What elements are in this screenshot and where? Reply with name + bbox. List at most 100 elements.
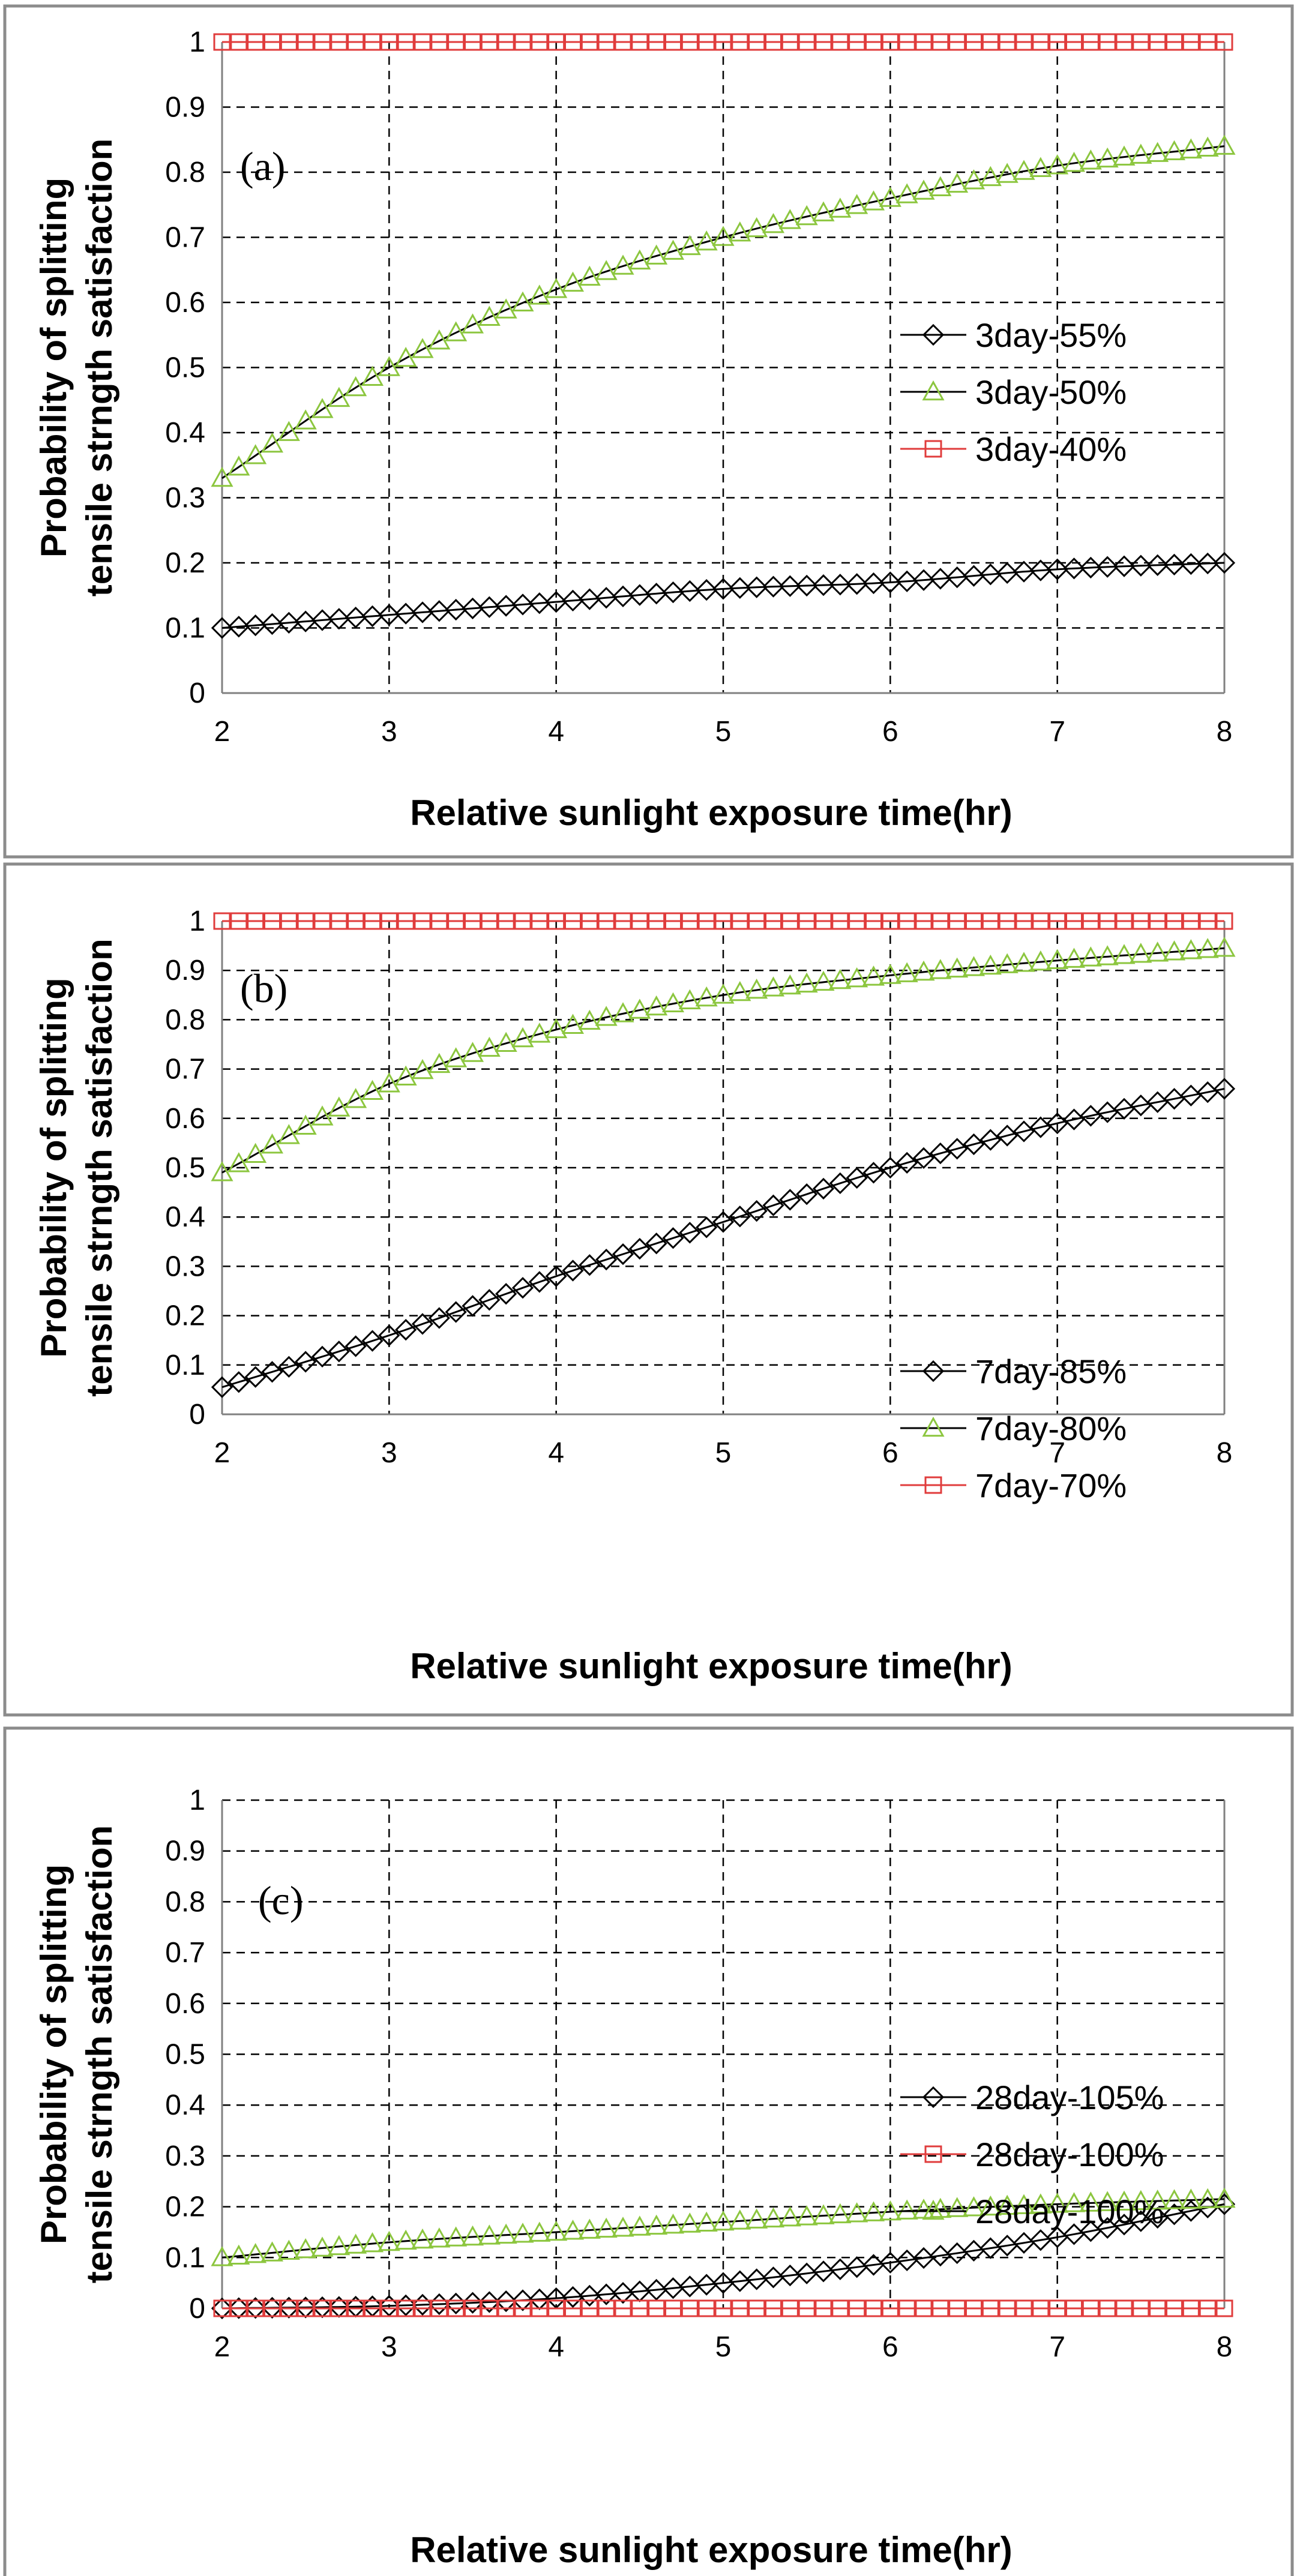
data-point [511, 1027, 534, 1048]
data-point [545, 1018, 568, 1039]
data-point [862, 965, 885, 986]
series-1 [211, 2193, 1236, 2320]
data-point [378, 1324, 400, 1347]
chart-panel-3: 0 0.1 0.2 0.3 0.4 0.5 0.6 0.7 0.8 0.9 1 2 3 4 5 6 7 8 Rela… [3, 1726, 1294, 2576]
data-point [898, 33, 916, 51]
data-point [1113, 944, 1136, 964]
data-point [729, 980, 751, 1001]
data-point [812, 201, 835, 221]
data-point [378, 2230, 400, 2251]
data-point [678, 235, 701, 256]
data-point [929, 2197, 952, 2218]
data-point [294, 409, 317, 430]
legend-marker [922, 380, 945, 401]
data-point [1062, 2192, 1086, 2212]
legend-marker [922, 2086, 945, 2109]
data-point [564, 2299, 582, 2317]
data-point [244, 614, 266, 637]
data-point [411, 601, 434, 623]
data-point [681, 2299, 699, 2317]
data-point [765, 33, 782, 51]
legend-marker [924, 2145, 942, 2163]
data-point [662, 581, 684, 604]
data-point [697, 33, 715, 51]
data-point [645, 244, 668, 265]
data-point [714, 912, 732, 930]
y-tick-label: 0.2 [165, 547, 205, 579]
x-tick-label: 2 [214, 716, 230, 748]
data-point [311, 398, 334, 418]
data-point [345, 1335, 367, 1357]
data-point [829, 197, 852, 218]
y-tick-label: 0.7 [165, 222, 205, 254]
data-point [478, 1036, 501, 1057]
data-point [912, 569, 935, 591]
data-point [330, 912, 348, 930]
data-point [1215, 2299, 1233, 2317]
data-point [1182, 33, 1200, 51]
data-point [278, 611, 300, 634]
y-tick-label: 0.4 [165, 2089, 205, 2121]
data-point [497, 2299, 515, 2317]
data-point [528, 284, 551, 305]
data-point [714, 2299, 732, 2317]
data-point [562, 2286, 584, 2308]
data-point [1130, 943, 1152, 963]
data-point [681, 33, 699, 51]
data-point [579, 1254, 601, 1276]
data-point [1113, 2190, 1136, 2211]
data-point [661, 239, 685, 260]
data-point [1179, 2188, 1202, 2209]
data-point [380, 912, 398, 930]
data-point [580, 912, 598, 930]
y-tick-label: 0.9 [165, 955, 205, 986]
legend-entry-label: 7day-70% [975, 1467, 1127, 1504]
data-point [915, 2299, 933, 2317]
data-point [447, 2299, 465, 2317]
data-point [895, 2199, 918, 2220]
data-point [965, 912, 983, 930]
data-point [912, 1147, 935, 1169]
y-tick-label: 0.9 [165, 92, 205, 124]
y-tick-label: 0.5 [165, 352, 205, 384]
data-point [795, 2205, 818, 2226]
data-point [814, 912, 832, 930]
data-point [213, 2299, 231, 2317]
data-point [895, 962, 918, 982]
data-point [762, 575, 784, 598]
data-point [378, 1072, 400, 1093]
data-point [294, 1114, 317, 1135]
data-point [846, 1166, 868, 1189]
data-point [345, 376, 367, 397]
data-point [729, 2270, 751, 2292]
data-point [511, 1277, 534, 1299]
data-point [1180, 553, 1202, 575]
y-tick-label: 0.6 [165, 1988, 205, 2020]
data-point [1115, 912, 1133, 930]
data-point [1013, 1120, 1035, 1142]
data-point [247, 33, 265, 51]
legend-entry-label: 3day-40% [975, 430, 1127, 468]
data-point [645, 2214, 668, 2235]
data-point [244, 1142, 267, 1163]
data-point [227, 2297, 250, 2319]
data-point [579, 588, 601, 610]
data-point [962, 2196, 986, 2217]
x-tick-label: 3 [381, 1437, 397, 1469]
data-point [397, 912, 415, 930]
data-point [612, 1243, 634, 1265]
data-point [1032, 33, 1050, 51]
data-point [361, 1330, 384, 1352]
data-point [712, 2272, 735, 2294]
data-point [812, 970, 835, 991]
data-point [965, 33, 983, 51]
data-point [1079, 946, 1102, 967]
data-point [294, 2238, 317, 2259]
data-point [247, 2299, 265, 2317]
data-point [395, 1318, 417, 1341]
data-point [578, 2218, 601, 2239]
data-point [1163, 140, 1186, 160]
data-point [445, 1047, 468, 1067]
legend: 28day-105% 28day-100% 28day-100% [900, 2079, 1164, 2230]
data-point [981, 33, 999, 51]
